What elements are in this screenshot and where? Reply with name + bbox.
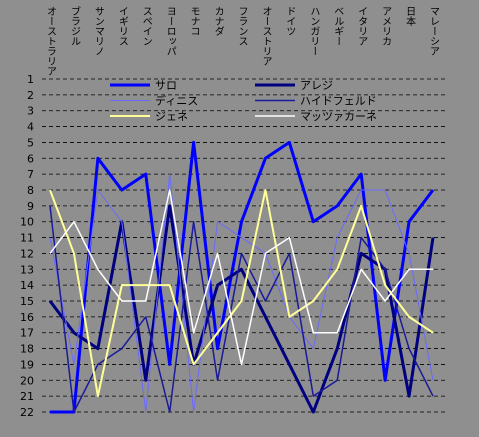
y-tick-label: 18 [20, 343, 34, 356]
y-tick-label: 9 [27, 200, 34, 213]
x-tick-label: オーストリア [260, 6, 271, 66]
legend-label: ディニス [155, 94, 198, 108]
y-tick-label: 12 [20, 247, 34, 260]
series-line [49, 173, 434, 413]
series-line [49, 205, 434, 413]
x-tick-label: ブラジル [68, 5, 80, 46]
x-tick-label: スペイン [140, 6, 152, 46]
y-tick-label: 22 [20, 406, 34, 419]
y-tick-label: 2 [27, 89, 34, 102]
x-tick-label: ドイツ [284, 6, 296, 36]
series-line [49, 189, 434, 398]
y-tick-label: 16 [20, 311, 34, 324]
legend-label: アレジ [300, 79, 333, 92]
y-tick-label: 5 [27, 136, 34, 149]
x-tick-label: ベルギー [332, 6, 344, 46]
x-tick-label: サンマリノ [92, 6, 104, 56]
y-tick-label: 3 [27, 105, 34, 118]
x-tick-label: モナコ [188, 6, 199, 36]
legend-label: ジェネ [155, 110, 188, 123]
x-tick-label: イタリア [356, 6, 368, 46]
series-line [48, 204, 435, 414]
x-tick-label: カナダ [212, 6, 224, 36]
y-tick-label: 14 [20, 279, 34, 292]
legend-label: マッツァカーネ [300, 110, 377, 123]
legend-label: ハイドフェルド [300, 95, 377, 108]
legend-label: サロ [155, 79, 177, 92]
y-tick-label: 17 [20, 327, 34, 340]
y-tick-label: 7 [27, 168, 34, 181]
y-tick-label: 15 [20, 295, 34, 308]
y-tick-label: 21 [20, 390, 34, 403]
y-tick-label: 8 [27, 184, 34, 197]
x-tick-label: マレーシア [428, 6, 439, 56]
x-tick-label: イギリス [116, 6, 128, 46]
y-tick-label: 1 [27, 73, 34, 86]
y-tick-label: 13 [20, 263, 34, 276]
x-tick-label: ハンガリー [308, 6, 320, 56]
x-tick-label: オーストラリア [45, 6, 56, 76]
x-tick-label: 日本 [404, 6, 416, 27]
series-line [50, 140, 435, 414]
y-tick-label: 19 [20, 358, 34, 371]
y-tick-label: 20 [20, 374, 34, 387]
y-tick-label: 11 [20, 232, 34, 245]
y-tick-label: 10 [20, 216, 34, 229]
series-line [49, 189, 433, 366]
y-tick-label: 4 [27, 121, 34, 134]
x-tick-label: アメリカ [380, 6, 391, 46]
y-tick-label: 6 [27, 152, 34, 165]
x-tick-label: フランス [236, 6, 247, 46]
x-tick-label: ヨーロッパ [164, 6, 176, 56]
